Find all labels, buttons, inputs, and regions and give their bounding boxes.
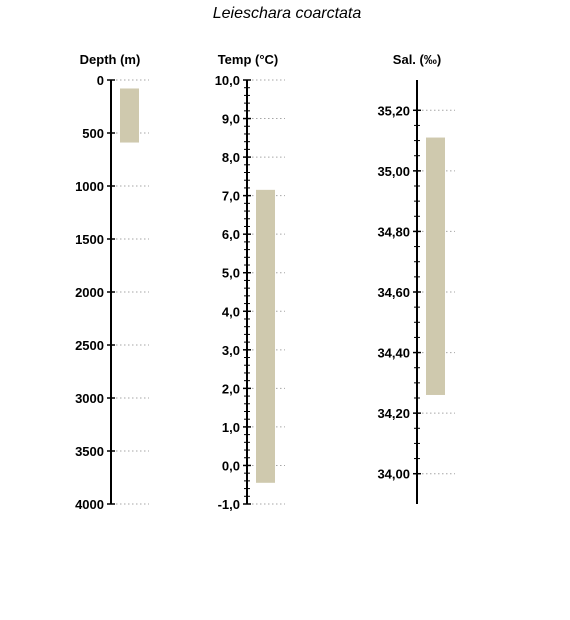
temp-panel-title: Temp (°C) xyxy=(218,52,279,67)
sal-tick-label: 34,40 xyxy=(377,346,410,361)
depth-tick-label: 2000 xyxy=(75,285,104,300)
sal-panel-title: Sal. (‰) xyxy=(393,52,441,67)
sal-tick-label: 34,80 xyxy=(377,224,410,239)
temp-panel: Temp (°C) -1,0 0,0 1,0 2,0 3,0 4,0 5,0 6,0 7,0 8,… xyxy=(215,52,285,512)
temp-tick-label: 1,0 xyxy=(222,420,240,435)
sal-tick-label: 35,00 xyxy=(377,164,410,179)
temp-tick-label: 8,0 xyxy=(222,150,240,165)
depth-panel-title: Depth (m) xyxy=(80,52,141,67)
temp-tick-label: 2,0 xyxy=(222,381,240,396)
depth-tick-label: 3000 xyxy=(75,391,104,406)
temp-tick-label: 7,0 xyxy=(222,189,240,204)
depth-tick-label: 1000 xyxy=(75,179,104,194)
depth-tick-label: 3500 xyxy=(75,444,104,459)
sal-tick-label: 35,20 xyxy=(377,103,410,118)
temp-range-bar xyxy=(256,189,275,483)
sal-tick-label: 34,00 xyxy=(377,467,410,482)
sal-plot: 34,00 34,20 34,40 34,60 34,80 35,00 35,20 xyxy=(377,80,455,504)
depth-panel: Depth (m) 0 500 1000 1500 2000 2500 3000 3500 40… xyxy=(75,52,149,512)
sal-tick-label: 34,60 xyxy=(377,285,410,300)
depth-tick-label: 2500 xyxy=(75,338,104,353)
temp-tick-label: 10,0 xyxy=(215,73,240,88)
temp-tick-label: 5,0 xyxy=(222,266,240,281)
temp-tick-label: -1,0 xyxy=(218,497,240,512)
depth-tick-label: 4000 xyxy=(75,497,104,512)
depth-plot: 0 500 1000 1500 2000 2500 3000 3500 4000 xyxy=(75,73,149,512)
sal-panel: Sal. (‰) 34,0034,2034,4034,6034,8035,003… xyxy=(377,52,455,504)
depth-tick-label: 1500 xyxy=(75,232,104,247)
temp-tick-label: 9,0 xyxy=(222,112,240,127)
temp-tick-label: 0,0 xyxy=(222,458,240,473)
chart-title: Leieschara coarctata xyxy=(213,5,362,22)
depth-tick-label: 0 xyxy=(97,73,104,88)
temp-tick-label: 6,0 xyxy=(222,227,240,242)
temp-tick-label: 3,0 xyxy=(222,343,240,358)
sal-range-bar xyxy=(426,137,445,395)
temp-plot: -1,0 0,0 1,0 2,0 3,0 4,0 5,0 6,0 7,0 8,0 9,0 10,0 xyxy=(215,73,285,512)
depth-range-bar xyxy=(120,88,139,143)
sal-tick-label: 34,20 xyxy=(377,406,410,421)
temp-tick-label: 4,0 xyxy=(222,304,240,319)
depth-tick-label: 500 xyxy=(82,126,104,141)
